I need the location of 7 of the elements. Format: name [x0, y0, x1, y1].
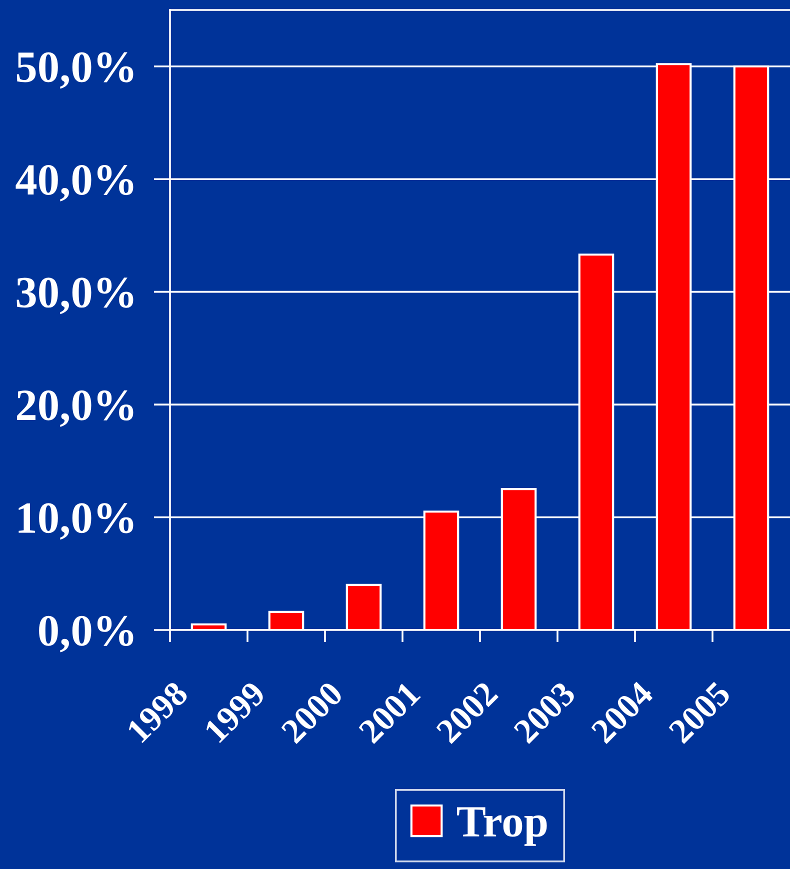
legend-label: Trop [457, 807, 547, 846]
y-tick-label: 40,0% [16, 164, 134, 202]
y-tick-label: 50,0% [16, 52, 134, 89]
y-tick-label: 10,0% [18, 503, 134, 540]
y-tick-label: 30,0% [16, 278, 134, 314]
y-tick-label: 0,0% [39, 616, 134, 652]
y-tick-label: 20,0% [17, 390, 134, 427]
